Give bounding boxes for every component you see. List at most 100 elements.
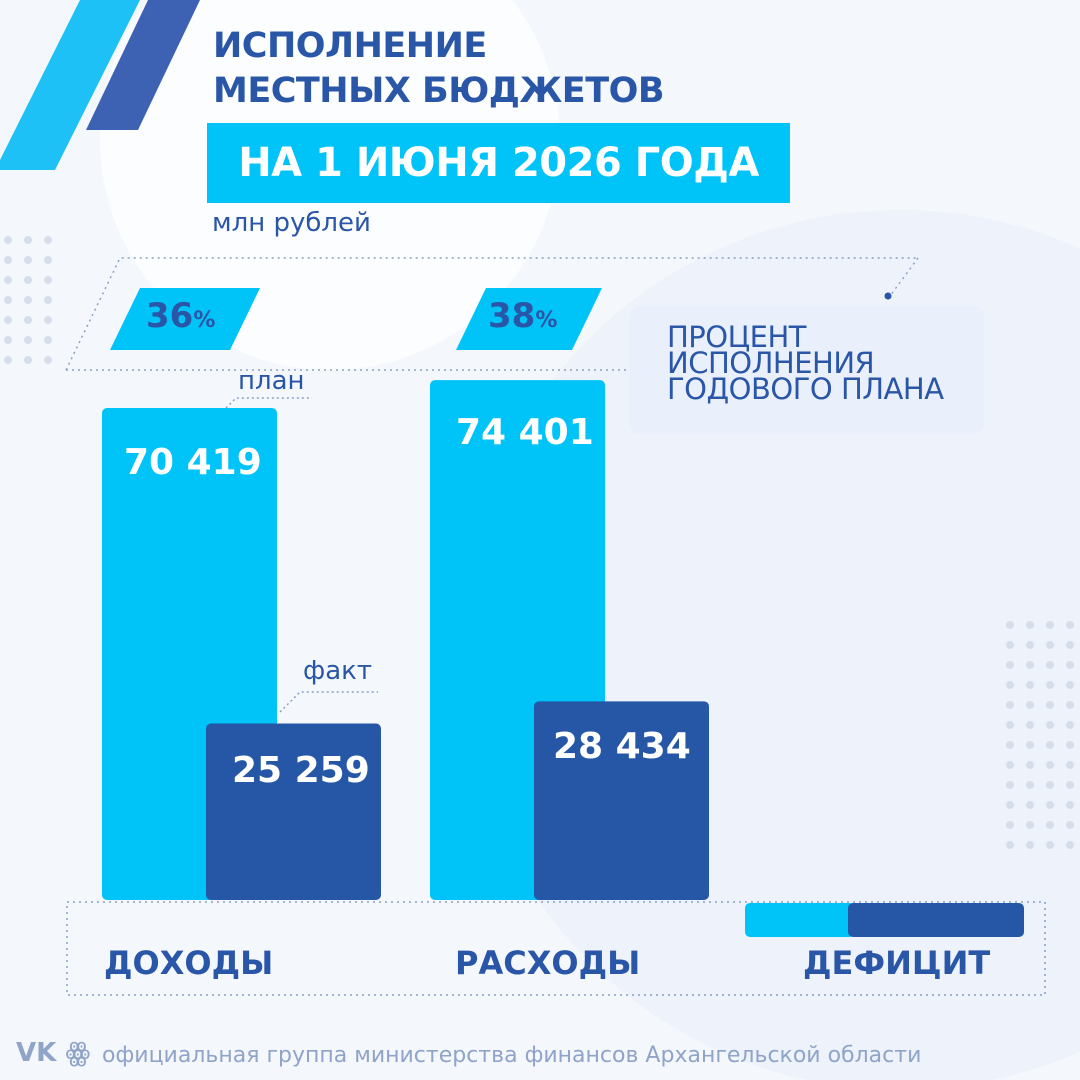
decor-dot — [1026, 821, 1034, 829]
decor-dot — [1066, 741, 1074, 749]
decor-dot — [1066, 821, 1074, 829]
decor-dot — [1026, 701, 1034, 709]
bar-plan-2 — [745, 903, 855, 937]
decor-dot — [1066, 721, 1074, 729]
decor-dot — [44, 336, 52, 344]
decor-dot — [44, 356, 52, 364]
decor-dot — [24, 276, 32, 284]
decor-dot — [1006, 841, 1014, 849]
bar-label-expense-plan: 74 401 — [456, 412, 594, 453]
category-frame — [66, 901, 1046, 996]
fact-callout-line — [279, 691, 378, 713]
decor-dot — [44, 236, 52, 244]
decor-dot — [1046, 701, 1054, 709]
bar-label-income-fact: 25 259 — [232, 750, 370, 791]
decor-dot — [4, 296, 12, 304]
frame-connector-line — [889, 257, 919, 297]
category-label-income: ДОХОДЫ — [104, 944, 274, 982]
decor-dot — [1046, 621, 1054, 629]
decor-dot — [1006, 701, 1014, 709]
decor-dot — [1046, 781, 1054, 789]
decor-dot — [24, 336, 32, 344]
stripe-dark — [86, 0, 200, 130]
decor-dot — [24, 256, 32, 264]
decor-dot — [1026, 841, 1034, 849]
decor-dot — [24, 236, 32, 244]
decor-dot — [1066, 781, 1074, 789]
percent-sign-income: % — [193, 308, 216, 333]
decor-dot — [1066, 641, 1074, 649]
percent-label-expense: 38% — [488, 296, 557, 336]
decor-dot — [1046, 641, 1054, 649]
decor-dot — [1026, 681, 1034, 689]
date-banner: НА 1 ИЮНЯ 2026 ГОДА — [207, 123, 790, 203]
decor-dot — [44, 276, 52, 284]
decor-dot — [1066, 621, 1074, 629]
category-label-deficit: ДЕФИЦИТ — [803, 944, 991, 982]
decor-dot — [1006, 821, 1014, 829]
vk-ok-icon[interactable]: VK ꙮ — [16, 1038, 91, 1068]
decor-dot — [1026, 641, 1034, 649]
frame-dot — [884, 292, 892, 300]
percent-value-expense: 38 — [488, 296, 536, 336]
decor-dot — [1066, 701, 1074, 709]
percent-badge-income — [110, 288, 260, 350]
percent-value-income: 36 — [146, 296, 194, 336]
page-title: ИСПОЛНЕНИЕ МЕСТНЫХ БЮДЖЕТОВ — [213, 26, 665, 111]
legend-box — [630, 306, 984, 434]
decor-dot — [1046, 821, 1054, 829]
decor-dot — [24, 316, 32, 324]
decor-dot — [1006, 681, 1014, 689]
unit-label: млн рублей — [212, 208, 371, 238]
decor-dot — [1046, 741, 1054, 749]
decor-dot — [1046, 721, 1054, 729]
bar-label-income-plan: 70 419 — [124, 442, 262, 483]
fact-annotation: факт — [303, 656, 373, 686]
legend-text: ПРОЦЕНТ ИСПОЛНЕНИЯ ГОДОВОГО ПЛАНА — [667, 320, 944, 406]
decor-dot — [1066, 761, 1074, 769]
decor-dot — [1046, 841, 1054, 849]
decor-dot — [1046, 681, 1054, 689]
decor-dot — [4, 236, 12, 244]
decor-dot — [44, 316, 52, 324]
category-label-expense: РАСХОДЫ — [455, 944, 641, 982]
footer-text: официальная группа министерства финансов… — [102, 1043, 922, 1068]
decor-dot — [1006, 761, 1014, 769]
decor-dot — [1066, 681, 1074, 689]
decor-dot — [1066, 661, 1074, 669]
decor-dot — [1026, 721, 1034, 729]
decor-dot — [1026, 741, 1034, 749]
decor-dot — [1006, 621, 1014, 629]
decor-dot — [1046, 761, 1054, 769]
decor-dot — [24, 296, 32, 304]
decor-dot — [1046, 801, 1054, 809]
decor-dot — [44, 296, 52, 304]
plan-annotation: план — [238, 366, 305, 396]
decor-dot — [24, 356, 32, 364]
percent-label-income: 36% — [146, 296, 215, 336]
decor-dot — [1026, 761, 1034, 769]
decor-dot — [4, 336, 12, 344]
bar-fact-0 — [206, 723, 381, 900]
bar-label-expense-fact: 28 434 — [553, 726, 691, 767]
decor-dot — [1066, 801, 1074, 809]
bar-fact-1 — [534, 701, 709, 900]
decor-dot — [4, 256, 12, 264]
stripe-light — [0, 0, 140, 170]
decor-dot — [1006, 721, 1014, 729]
decor-dot — [1006, 801, 1014, 809]
decor-dot — [1026, 661, 1034, 669]
plan-callout-line — [225, 397, 312, 409]
percent-sign-expense: % — [535, 308, 558, 333]
decor-dot — [4, 356, 12, 364]
decor-dot — [4, 316, 12, 324]
decor-dot — [1006, 641, 1014, 649]
decor-dot — [1026, 621, 1034, 629]
decor-dot — [1026, 801, 1034, 809]
decor-dot — [1026, 781, 1034, 789]
decor-dot — [1046, 661, 1054, 669]
decor-dot — [4, 276, 12, 284]
bars-group — [102, 380, 1024, 937]
percent-badge-expense — [456, 288, 602, 350]
dot-pattern — [4, 236, 1074, 849]
